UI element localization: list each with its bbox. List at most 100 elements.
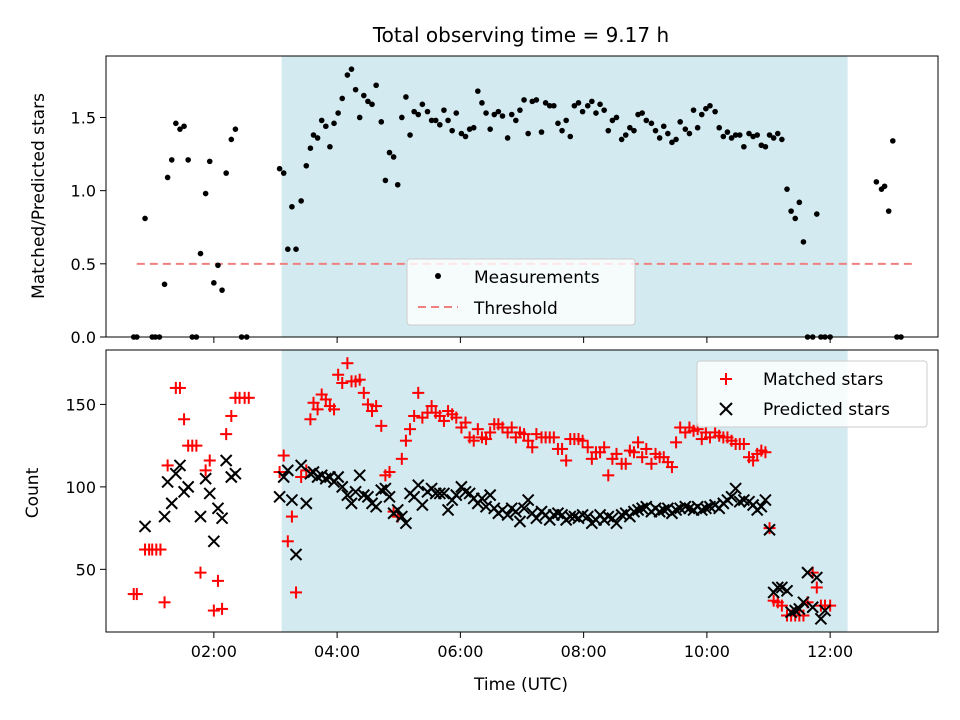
predicted-star-point [379,482,392,495]
predicted-star-point [281,464,295,477]
measurement-point [323,123,329,130]
predicted-star-point [207,535,221,548]
matched-star-point [211,574,224,587]
measurement-point [399,114,405,121]
measurement-point [584,102,591,109]
measurement-point [508,111,515,118]
measurement-point [613,114,620,121]
measurement-point [219,287,225,293]
predicted-star-point [699,502,713,515]
measurement-point [579,108,586,115]
matched-star-point [627,446,640,459]
predicted-star-point [304,467,317,480]
predicted-star-point [375,483,388,497]
x-tick-label: 10:00 [684,642,730,661]
matched-star-point [602,469,615,482]
measurement-point [609,117,616,124]
matched-star-point [277,449,290,462]
measurement-point [475,88,481,94]
measurement-point [462,133,469,140]
matched-star-point [505,421,518,434]
matched-star-point [522,434,535,447]
measurement-point [232,126,239,132]
matched-star-point [375,419,388,432]
matched-star-point [130,588,143,601]
matched-star-point [484,426,497,439]
matched-star-point [747,454,760,467]
predicted-star-point [412,479,425,492]
measurement-point [307,145,314,152]
measurement-point [712,108,718,115]
measurement-point [627,124,633,131]
predicted-star-point [399,516,413,530]
predicted-star-point [483,488,497,502]
matched-star-point [353,373,366,386]
matched-star-point [336,376,349,389]
measurement-point [168,157,175,163]
predicted-star-point [475,492,489,505]
measurement-point [164,174,171,181]
matched-star-point [319,393,332,406]
predicted-star-point [521,493,535,507]
predicted-star-point [285,493,299,507]
predicted-star-point [509,505,523,518]
measurement-point [567,133,574,140]
measurement-point [390,154,397,160]
matched-star-point [763,522,776,535]
measurement-point [228,136,235,143]
predicted-star-point [733,495,746,508]
predicted-star-point [551,507,565,520]
bottom-axes-frame [105,349,939,633]
predicted-star-point [814,612,828,626]
measurement-point [762,143,769,150]
measurement-point [298,198,304,204]
measurement-point [525,130,531,137]
measurement-point [314,135,321,141]
measurement-point [303,162,310,169]
matched-star-point [585,452,598,465]
x-tick-label: 02:00 [191,642,237,661]
matched-star-point [370,400,383,413]
measurement-point [665,130,671,137]
measurement-point [766,132,773,138]
legend-predicted-marker [719,402,733,416]
predicted-star-point [635,502,649,515]
predicted-star-point [797,596,810,609]
measurement-point [173,120,179,127]
measurement-point [339,95,346,102]
predicted-star-point [653,505,666,518]
chart-title: Total observing time = 9.17 h [372,23,669,47]
predicted-stars-series [138,454,832,626]
predicted-star-point [349,485,362,499]
measurement-point [424,108,431,115]
matched-star-point [619,457,632,470]
measurement-point [352,86,359,93]
predicted-star-point [725,490,738,503]
y-tick-label: 1.0 [71,182,96,201]
predicted-star-point [319,472,333,485]
matched-star-point [207,604,220,617]
matched-star-point [437,414,450,427]
matched-star-point [199,464,212,477]
measurement-point [555,120,561,127]
matched-star-point [810,581,823,594]
predicted-star-point [729,482,742,495]
measurement-point [378,119,385,125]
predicted-star-point [679,500,692,513]
measurement-point [411,108,417,115]
predicted-star-point [517,502,531,515]
measurement-point [618,136,625,143]
measurement-point [754,132,761,138]
measurement-point [571,102,578,109]
predicted-star-point [755,500,768,513]
predicted-star-point [610,516,623,530]
measurement-point [575,100,582,106]
predicted-star-point [277,470,290,484]
measurement-point [483,110,489,116]
measurement-point [728,135,735,141]
matched-star-point [216,602,229,615]
predicted-star-point [784,606,798,619]
measurement-point [605,127,612,134]
x-tick-label: 04:00 [314,642,360,661]
measurement-point [779,136,785,143]
